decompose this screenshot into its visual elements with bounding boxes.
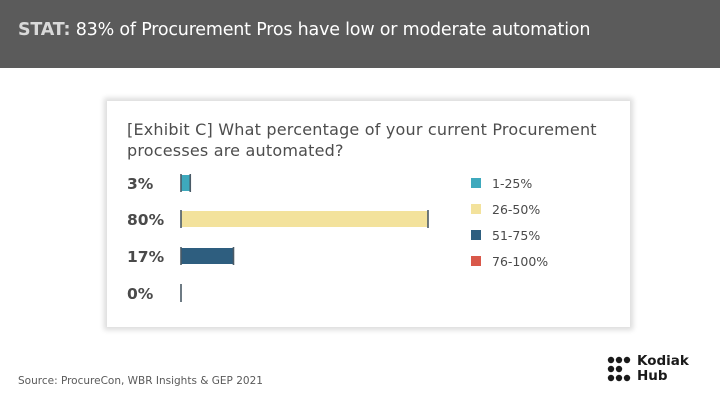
chart-title: [Exhibit C] What percentage of your curr… xyxy=(127,120,597,160)
stat-label: STAT: xyxy=(18,20,71,40)
header-headline: STAT: 83% of Procurement Pros have low o… xyxy=(18,20,590,40)
headline-text: 83% of Procurement Pros have low or mode… xyxy=(75,20,591,40)
value-label: 80% xyxy=(127,211,165,229)
legend-swatch xyxy=(471,256,481,266)
value-label: 0% xyxy=(127,285,154,303)
logo-wordmark: Kodiak Hub xyxy=(637,354,689,384)
value-label: 3% xyxy=(127,175,154,193)
legend-swatch xyxy=(471,178,481,188)
legend-swatch xyxy=(471,230,481,240)
logo-dots-icon xyxy=(607,356,631,382)
header-banner: STAT: 83% of Procurement Pros have low o… xyxy=(0,0,720,68)
legend-swatch xyxy=(471,204,481,214)
legend-label: 26-50% xyxy=(492,202,540,217)
legend-label: 51-75% xyxy=(492,228,540,243)
logo-line-1: Kodiak xyxy=(637,353,689,369)
exhibit-card: [Exhibit C] What percentage of your curr… xyxy=(107,101,630,327)
bar-chart: 3% 80% 17% 0% 1-25% 26-50% 51-75% 76-100% xyxy=(127,174,548,303)
legend-label: 1-25% xyxy=(492,176,532,191)
bar-3 xyxy=(181,248,234,264)
logo-line-2: Hub xyxy=(637,368,668,384)
bar-2 xyxy=(181,211,428,227)
kodiak-hub-logo: Kodiak Hub xyxy=(607,354,707,385)
value-label: 17% xyxy=(127,248,165,266)
bar-1 xyxy=(181,175,191,191)
legend-label: 76-100% xyxy=(492,254,548,269)
source-note: Source: ProcureCon, WBR Insights & GEP 2… xyxy=(18,375,263,387)
